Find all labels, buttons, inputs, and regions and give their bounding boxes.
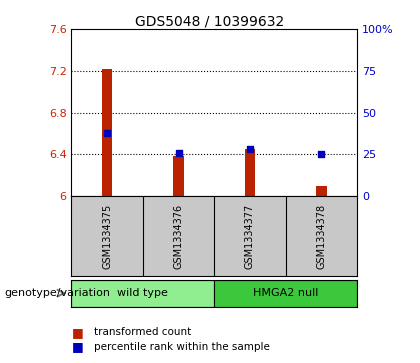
Point xyxy=(175,150,182,155)
Bar xyxy=(71,280,214,307)
Text: GDS5048 / 10399632: GDS5048 / 10399632 xyxy=(135,15,285,29)
Text: wild type: wild type xyxy=(117,288,168,298)
Text: GSM1334376: GSM1334376 xyxy=(173,203,184,269)
Point xyxy=(247,146,253,152)
Text: genotype/variation: genotype/variation xyxy=(4,288,110,298)
Text: ■: ■ xyxy=(71,340,83,353)
Text: ■: ■ xyxy=(71,326,83,339)
Text: HMGA2 null: HMGA2 null xyxy=(253,288,318,298)
Bar xyxy=(173,156,184,196)
Text: GSM1334378: GSM1334378 xyxy=(316,203,326,269)
Point xyxy=(318,151,325,157)
Bar xyxy=(316,185,327,196)
Text: transformed count: transformed count xyxy=(94,327,192,337)
Bar xyxy=(244,149,255,196)
Bar xyxy=(102,69,113,196)
Text: GSM1334377: GSM1334377 xyxy=(245,203,255,269)
Point xyxy=(104,130,110,135)
Text: percentile rank within the sample: percentile rank within the sample xyxy=(94,342,270,352)
Text: GSM1334375: GSM1334375 xyxy=(102,203,112,269)
Bar xyxy=(214,280,357,307)
